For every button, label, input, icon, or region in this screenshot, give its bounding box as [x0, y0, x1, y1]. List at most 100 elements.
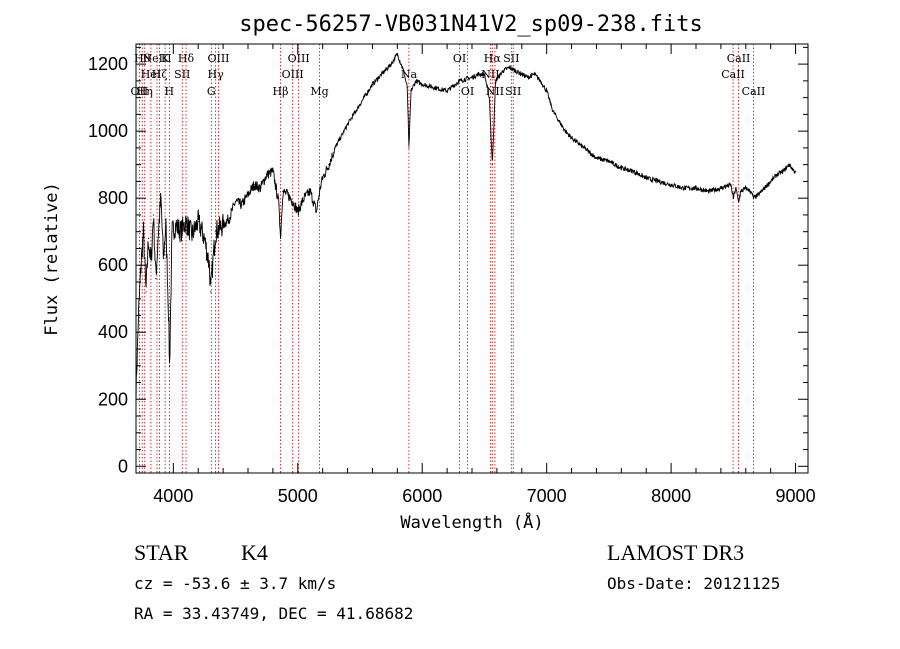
line-label-19: OI [461, 85, 474, 98]
line-label-15: OIII [288, 52, 310, 65]
y-tick-label-200: 200 [98, 389, 128, 409]
flux-point-93 [720, 187, 722, 189]
line-label-0: OII [131, 85, 149, 98]
line-label-4: NeIII [142, 52, 171, 65]
flux-point-107 [788, 164, 790, 166]
flux-point-10 [160, 197, 162, 199]
flux-point-65 [477, 73, 479, 75]
line-label-21: Hα [484, 52, 502, 65]
flux-point-75 [533, 73, 535, 75]
flux-point-106 [782, 170, 784, 172]
flux-point-95 [732, 197, 734, 199]
flux-point-62 [446, 90, 448, 92]
x-tick-label-6000: 6000 [402, 486, 442, 506]
obs-date-text: Obs-Date: 20121125 [607, 574, 781, 593]
line-label-12: OIII [207, 52, 229, 65]
flux-point-32 [259, 187, 262, 189]
flux-point-72 [514, 70, 517, 72]
flux-point-60 [421, 83, 423, 85]
flux-point-59 [415, 80, 417, 82]
flux-point-89 [670, 184, 672, 186]
flux-point-73 [521, 73, 523, 75]
flux-point-87 [645, 177, 647, 179]
line-label-1: Hθ [134, 52, 151, 65]
y-tick-label-1000: 1000 [88, 121, 128, 141]
flux-point-39 [292, 200, 294, 203]
line-label-2: Hη [137, 85, 153, 98]
flux-point-86 [633, 170, 635, 172]
flux-point-25 [215, 231, 217, 233]
flux-point-105 [776, 174, 778, 176]
flux-point-69 [495, 80, 497, 82]
flux-point-42 [309, 190, 311, 193]
line-label-9: Hδ [178, 52, 195, 65]
flux-series-group [135, 52, 797, 405]
line-label-27: CaII [742, 85, 766, 98]
flux-point-20 [197, 221, 199, 223]
flux-point-84 [608, 160, 610, 162]
line-label-24: SII [505, 85, 521, 98]
x-tick-label-9000: 9000 [776, 486, 816, 506]
flux-point-33 [266, 174, 268, 176]
flux-point-18 [185, 221, 187, 223]
flux-point-103 [763, 187, 766, 189]
flux-point-48 [346, 123, 349, 126]
flux-point-43 [315, 210, 318, 213]
flux-point-55 [402, 70, 405, 72]
flux-point-83 [595, 157, 598, 159]
line-label-25: CaII [721, 68, 745, 81]
flux-point-7 [152, 214, 155, 216]
x-tick-label-8000: 8000 [651, 486, 691, 506]
survey-name: LAMOST DR3 [607, 540, 745, 565]
flux-point-12 [165, 224, 167, 226]
y-axis-label: Flux (relative) [42, 182, 62, 336]
flux-point-47 [334, 147, 336, 149]
flux-point-99 [745, 187, 747, 189]
flux-point-46 [328, 164, 330, 166]
line-label-10: G [207, 85, 216, 98]
flux-point-44 [319, 187, 321, 189]
y-tick-label-1200: 1200 [88, 54, 128, 74]
y-tick-label-600: 600 [98, 255, 128, 275]
flux-point-11 [162, 257, 164, 260]
flux-point-40 [297, 210, 299, 213]
axis-ticks: 4000 5000 6000 7000 8000 9000 0 200 400 600 800 100… [88, 44, 816, 506]
flux-point-74 [527, 76, 529, 79]
flux-point-5 [147, 237, 150, 239]
line-label-23: SII [503, 52, 519, 65]
flux-point-37 [282, 190, 284, 193]
flux-point-36 [279, 237, 282, 239]
flux-point-26 [222, 224, 224, 226]
flux-point-109 [794, 170, 797, 172]
x-tick-label-7000: 7000 [527, 486, 567, 506]
flux-point-57 [408, 147, 410, 149]
flux-point-51 [384, 70, 386, 72]
flux-point-29 [241, 204, 243, 206]
y-tick-label-0: 0 [118, 456, 128, 476]
flux-point-100 [750, 190, 752, 193]
flux-point-13 [167, 304, 169, 307]
line-label-20: NII [481, 68, 499, 81]
flux-point-64 [471, 76, 473, 79]
flux-point-19 [191, 234, 193, 236]
x-tick-label-5000: 5000 [278, 486, 318, 506]
flux-point-88 [658, 180, 660, 183]
flux-point-49 [359, 103, 361, 105]
chart-title: spec-56257-VB031N41V2_sp09-238.fits [239, 12, 703, 37]
line-label-5: Hζ [152, 68, 168, 81]
flux-point-28 [234, 200, 237, 203]
flux-point-22 [208, 264, 211, 266]
flux-point-31 [253, 184, 255, 186]
flux-point-24 [212, 257, 214, 260]
flux-point-45 [322, 177, 324, 179]
flux-point-14 [169, 365, 171, 367]
flux-point-53 [396, 53, 398, 55]
y-tick-label-400: 400 [98, 322, 128, 342]
spectral-line-markers: OII Hθ Hη HeI NeIII Hζ K H SII Hδ G Hγ OIII Hβ OIII OII… [131, 44, 766, 473]
flux-point-85 [620, 167, 622, 169]
flux-point-77 [546, 90, 548, 92]
flux-point-70 [502, 70, 504, 72]
flux-point-91 [695, 187, 697, 189]
flux-point-52 [390, 63, 392, 65]
